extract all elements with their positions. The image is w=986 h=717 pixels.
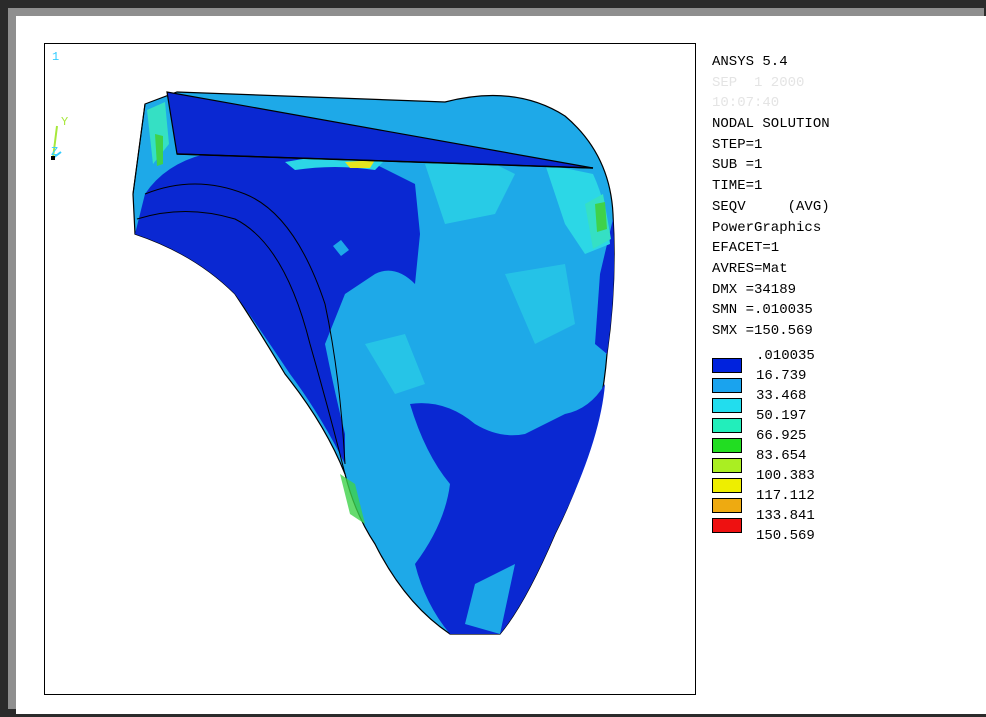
info-step: STEP=1: [712, 136, 763, 153]
legend-value: 50.197: [756, 408, 807, 424]
info-seqv: SEQV (AVG): [712, 198, 830, 215]
info-time: 10:07:40: [712, 95, 780, 112]
legend-swatch: [712, 518, 742, 533]
legend-swatch: [712, 438, 742, 453]
legend-swatch: [712, 378, 742, 393]
info-dmx: DMX =34189: [712, 281, 797, 298]
info-date: SEP 1 2000: [712, 74, 805, 91]
axis-y-label: Y: [61, 115, 69, 129]
info-avres: AVRES=Mat: [712, 260, 788, 277]
info-solution-type: NODAL SOLUTION: [712, 116, 830, 133]
axis-z-label: Z: [51, 145, 59, 159]
info-panel: ANSYS 5.4 SEP 1 2000 10:07:40 NODAL SOLU…: [712, 52, 982, 342]
legend-swatch: [712, 498, 742, 513]
info-smn: SMN =.010035: [712, 302, 813, 319]
graphics-window: 1 Y Z: [16, 16, 986, 714]
info-powergraphics: PowerGraphics: [712, 219, 822, 236]
legend-value: 66.925: [756, 428, 807, 444]
legend-value: 100.383: [756, 468, 815, 484]
axis-triad-icon: Y Z: [49, 114, 79, 164]
info-smx: SMX =150.569: [712, 322, 813, 339]
legend-value: 33.468: [756, 388, 807, 404]
legend-swatch: [712, 418, 742, 433]
legend-swatch: [712, 398, 742, 413]
graphics-viewport[interactable]: 1 Y Z: [44, 43, 696, 695]
stress-contour-model: [132, 91, 615, 635]
legend-swatch: [712, 458, 742, 473]
info-title: ANSYS 5.4: [712, 54, 788, 70]
info-efacet: EFACET=1: [712, 240, 780, 257]
legend-value: 16.739: [756, 368, 807, 384]
legend-value: 150.569: [756, 528, 815, 544]
contour-legend: .010035 16.739 33.468 50.197 66.925 83.6…: [712, 348, 912, 558]
info-sub: SUB =1: [712, 157, 763, 174]
legend-swatch: [712, 478, 742, 493]
legend-swatch: [712, 358, 742, 373]
legend-value: 117.112: [756, 488, 815, 504]
legend-value: 83.654: [756, 448, 807, 464]
legend-value: 133.841: [756, 508, 815, 524]
info-time-value: TIME=1: [712, 178, 763, 195]
window-number: 1: [52, 50, 60, 64]
legend-value: .010035: [756, 348, 815, 364]
